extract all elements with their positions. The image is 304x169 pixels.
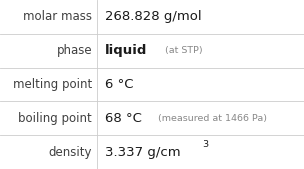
Text: molar mass: molar mass (23, 10, 92, 23)
Text: 268.828 g/mol: 268.828 g/mol (105, 10, 202, 23)
Text: melting point: melting point (13, 78, 92, 91)
Text: (at STP): (at STP) (165, 46, 202, 55)
Text: 3.337 g/cm: 3.337 g/cm (105, 146, 181, 159)
Text: 68 °C: 68 °C (105, 112, 142, 125)
Text: 6 °C: 6 °C (105, 78, 133, 91)
Text: phase: phase (56, 44, 92, 57)
Text: liquid: liquid (105, 44, 147, 57)
Text: boiling point: boiling point (18, 112, 92, 125)
Text: (measured at 1466 Pa): (measured at 1466 Pa) (158, 114, 267, 123)
Text: density: density (49, 146, 92, 159)
Text: 3: 3 (202, 140, 209, 149)
